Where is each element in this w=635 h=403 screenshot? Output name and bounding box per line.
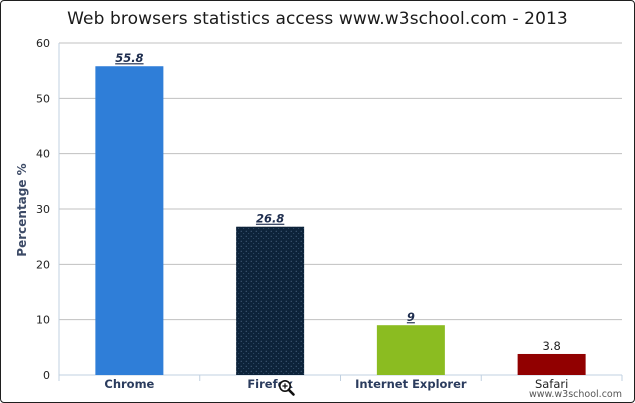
labels: 010203040506055.8Chrome26.8Firefox9Inter… [36, 37, 568, 391]
bar-safari[interactable] [517, 353, 586, 375]
chart-title: Web browsers statistics access www.w3sch… [67, 9, 568, 29]
y-tick-label: 10 [36, 314, 50, 327]
y-tick-label: 20 [36, 258, 50, 271]
y-tick-label: 60 [36, 37, 50, 50]
x-tick-label: Chrome [104, 377, 154, 391]
y-tick-label: 30 [36, 203, 50, 216]
y-axis-label: Percentage % [15, 163, 29, 256]
bars [95, 66, 586, 376]
x-tick-label: Internet Explorer [355, 377, 467, 391]
zoom-cursor-icon [279, 380, 295, 396]
data-label: 55.8 [115, 51, 143, 65]
x-tick-label: Safari [535, 377, 568, 391]
bar-firefox[interactable] [236, 226, 305, 375]
data-label: 26.8 [256, 212, 284, 226]
bar-chrome[interactable] [95, 66, 164, 376]
data-label: 3.8 [542, 339, 560, 353]
y-tick-label: 0 [43, 369, 50, 382]
watermark: www.w3school.com [529, 389, 622, 400]
data-label: 9 [407, 310, 415, 324]
bar-internet-explorer[interactable] [376, 325, 445, 375]
y-tick-label: 50 [36, 92, 50, 105]
y-tick-label: 40 [36, 148, 50, 161]
